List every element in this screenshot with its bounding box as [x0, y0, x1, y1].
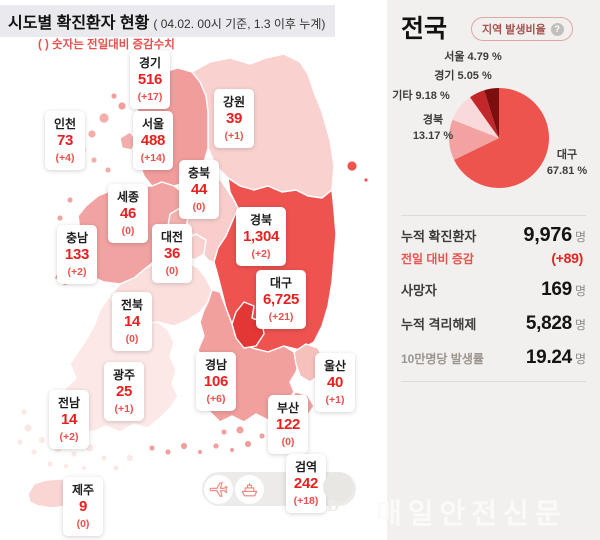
stat-value: 9,976 명 — [523, 224, 586, 246]
stat-row-released: 누적 격리해제 5,828 명 — [401, 313, 586, 335]
region-gyeonggi-shape — [131, 67, 209, 187]
pie-label-0: 대구 67.81 % — [546, 149, 588, 177]
national-panel: 전국 지역 발생비율 ? 대구 67.81 % 경북 13.17 % 기타 9.18 %… — [387, 0, 600, 540]
stat-label: 누적 격리해제 — [401, 317, 477, 332]
airplane-icon — [204, 475, 233, 504]
stat-row-daily-change: 전일 대비 증감 (+89) — [401, 250, 586, 267]
stat-value: 5,828 명 — [525, 313, 586, 334]
region-daejeon-shape — [183, 233, 207, 261]
stat-label: 전일 대비 증감 — [401, 252, 474, 266]
stat-label: 10만명당 발생률 — [401, 352, 484, 366]
stat-value: 19.24 명 — [525, 347, 586, 368]
pie-slice-1 — [449, 119, 499, 160]
stat-row-incidence: 10만명당 발생률 19.24 명 — [401, 347, 586, 369]
stat-value: (+89) — [551, 250, 583, 266]
stat-row-confirmed: 누적 확진환자 9,976 명 — [401, 224, 586, 247]
region-jeju-shape — [27, 478, 83, 509]
help-icon[interactable]: ? — [550, 22, 564, 36]
east-islands — [346, 160, 369, 183]
pie-slice-0 — [454, 88, 549, 188]
page-title-suffix: ( 04.02. 00시 기준, 1.3 이후 누계) — [153, 17, 326, 31]
pie-label-1: 경북 13.17 % — [412, 114, 454, 142]
pie-slice-2 — [452, 97, 499, 138]
watermark-logo-letter: D — [327, 496, 340, 515]
pie-slice-4 — [484, 88, 499, 138]
pie-label-3: 경기 5.05 % — [434, 70, 492, 82]
stat-row-deaths: 사망자 169 명 — [401, 279, 586, 301]
pie-slice-3 — [470, 90, 499, 138]
panel-title: 전국 — [401, 15, 448, 43]
national-stats: 누적 확진환자 9,976 명 전일 대비 증감 (+89) 사망자 169 명 누… — [401, 215, 586, 382]
legend-note: ( ) 숫자는 전일대비 증감수치 — [38, 39, 175, 51]
pie-chart — [449, 88, 549, 188]
page-title: 시도별 확진환자 현황 ( 04.02. 00시 기준, 1.3 이후 누계) — [0, 5, 336, 37]
stat-label: 누적 확진환자 — [401, 229, 477, 244]
page-title-text: 시도별 확진환자 현황 — [8, 15, 150, 32]
region-ratio-pie: 대구 67.81 % 경북 13.17 % 기타 9.18 % 경기 5.05 % 서울 4… — [387, 45, 600, 220]
watermark-logo — [323, 472, 353, 502]
pie-label-4: 서울 4.79 % — [444, 51, 502, 63]
region-daegu-shape — [231, 301, 265, 349]
region-ulsan-shape — [293, 343, 325, 383]
stat-value: 169 명 — [541, 279, 586, 300]
ship-icon — [235, 475, 264, 504]
region-ratio-badge[interactable]: 지역 발생비율 ? — [471, 17, 573, 41]
pie-label-2: 기타 9.18 % — [392, 90, 450, 102]
watermark-text: 매일안전신문 — [376, 498, 567, 529]
region-ratio-badge-label: 지역 발생비율 — [482, 24, 546, 36]
stat-label: 사망자 — [401, 283, 437, 298]
